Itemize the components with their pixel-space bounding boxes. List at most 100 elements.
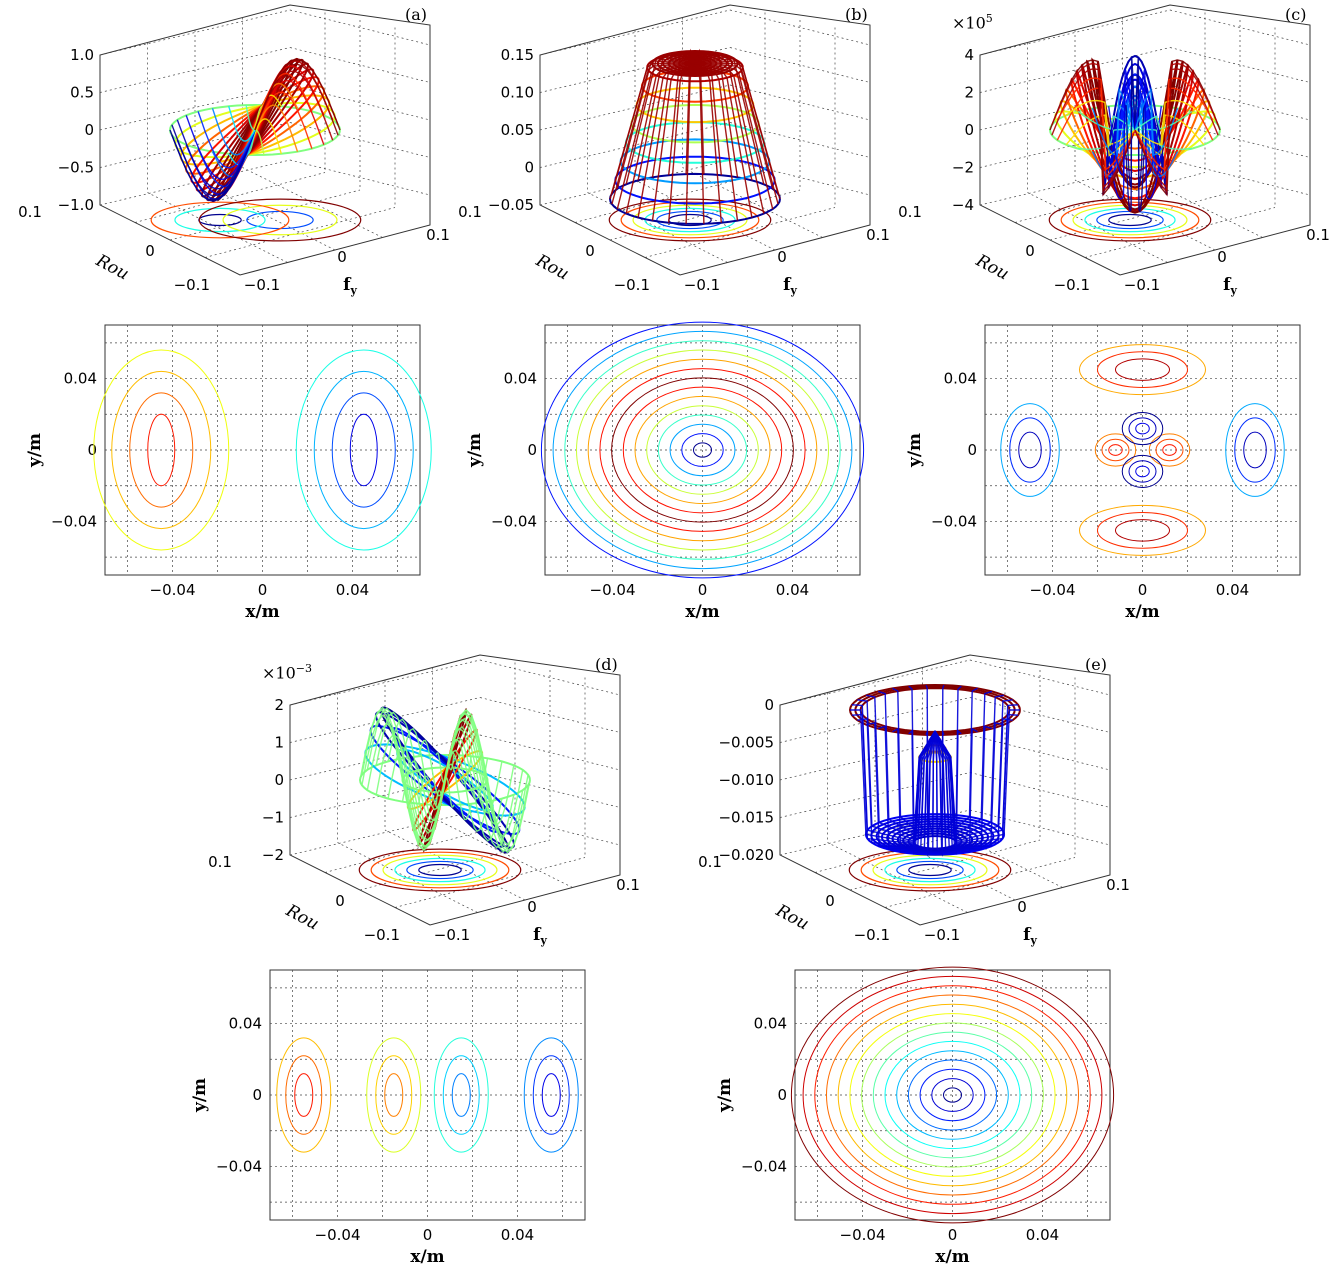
surface-spoke	[361, 706, 446, 849]
y-tick-label: 0.04	[64, 370, 97, 388]
grid	[545, 325, 860, 575]
y-tick-label: 0	[527, 441, 537, 459]
surface-spoke	[254, 129, 265, 156]
grid-line	[729, 84, 871, 121]
contour-line	[1243, 431, 1267, 469]
fy-tick-label: −0.1	[1124, 276, 1160, 294]
x-tick-label: 0	[1138, 581, 1148, 599]
surface-spoke	[444, 709, 529, 846]
surface-mesh	[848, 683, 1021, 857]
floor-contour	[418, 863, 462, 877]
z-tick-label: −0.5	[58, 159, 94, 177]
z-tick-label: −1.0	[58, 196, 94, 214]
surface-spoke	[611, 62, 696, 205]
rou-tick-label: −0.1	[614, 276, 650, 294]
surface-spoke	[366, 707, 446, 843]
contour-line	[837, 1003, 1068, 1187]
contour-line	[276, 1037, 332, 1153]
surface-spoke	[685, 63, 696, 224]
contour-line	[532, 1055, 570, 1135]
contour-line	[1079, 344, 1206, 396]
contour-line	[861, 1022, 1044, 1168]
grid-line	[539, 9, 731, 56]
surface-spoke	[694, 62, 779, 205]
surface-spoke	[1051, 62, 1136, 189]
contour-line	[1101, 438, 1130, 462]
panel-label: (d)	[595, 655, 618, 674]
floor-contour	[884, 857, 976, 883]
surface-spoke	[387, 718, 446, 824]
surface-plot-a: 1.0 0.5 0 −0.5 −1.0 0.1 0 −0.1 −0.1 0 0.1 Rou fy (a)	[0, 0, 450, 300]
contour-plot-e: −0.04 0 0.04 0.04 0 −0.04 x/m y/m	[690, 955, 1130, 1275]
rou-tick-label: 0.1	[208, 853, 232, 871]
surface-spoke	[254, 58, 339, 131]
x-tick-label: 0	[698, 581, 708, 599]
surface-mesh	[358, 706, 531, 854]
surface-spoke	[685, 48, 696, 175]
fy-axis-label: fy	[1223, 275, 1237, 297]
surface-spoke	[444, 777, 455, 808]
contour-line	[295, 349, 432, 551]
surface-spoke	[616, 62, 696, 210]
floor-contour	[370, 851, 510, 889]
grid-line	[147, 192, 288, 263]
surface-spoke	[444, 736, 503, 842]
z-tick-label: −1	[262, 809, 284, 827]
grid-line	[682, 167, 823, 238]
panel-label: (b)	[845, 5, 868, 24]
surface-mesh	[608, 48, 781, 225]
axes-box	[539, 4, 871, 276]
surface-spoke	[1134, 110, 1193, 131]
x-tick-label: 0.04	[776, 581, 809, 599]
surface-spoke	[1134, 62, 1219, 189]
x-tick-label: 0.04	[501, 1226, 534, 1244]
surface-spoke	[668, 62, 696, 223]
z-tick-label: 0	[764, 696, 774, 714]
grid-line	[729, 9, 871, 46]
contour-line	[1121, 454, 1164, 489]
surface-svg: 4 2 0 −2 −4 0.1 0 −0.1 −0.1 0 0.1 Rou fy	[898, 4, 1330, 297]
surface-spoke	[694, 51, 739, 178]
z-tick-label: −0.010	[718, 771, 774, 789]
surface-spoke	[908, 685, 936, 839]
surface-svg: 2 1 0 −1 −2 0.1 0 −0.1 −0.1 0 0.1 Rou fy	[208, 654, 640, 947]
contour-lines	[540, 321, 865, 579]
z-tick-label: 0.10	[501, 84, 534, 102]
floor-contour	[246, 210, 314, 230]
contour-line	[1094, 433, 1137, 467]
contour-line	[1121, 412, 1164, 446]
z-tick-label: 4	[964, 46, 974, 64]
contour-line	[1018, 431, 1042, 469]
grid-line	[337, 842, 478, 913]
grid-line	[99, 9, 291, 56]
floor-contour	[620, 201, 760, 239]
surface-spoke	[1056, 77, 1136, 171]
x-tick-label: −0.04	[840, 1226, 886, 1244]
rou-tick-label: 0	[1025, 242, 1035, 260]
rou-axis-label: Rou	[92, 250, 132, 284]
rou-tick-label: 0	[335, 892, 345, 910]
z-tick-label: 0	[274, 771, 284, 789]
surface-spoke	[1134, 67, 1219, 193]
floor-contour	[1108, 213, 1152, 227]
contour-line	[433, 1037, 489, 1153]
grid-line	[1169, 122, 1311, 158]
fy-tick-label: 0	[1017, 898, 1027, 916]
fy-tick-label: −0.1	[924, 926, 960, 944]
y-tick-label: 0.04	[229, 1015, 262, 1033]
fy-axis-label: fy	[343, 275, 357, 297]
contour-line	[1135, 465, 1150, 478]
surface-spoke	[1125, 57, 1136, 188]
contour-line	[523, 1037, 579, 1153]
surface-spoke	[694, 48, 705, 175]
contour-line	[294, 1073, 314, 1117]
surface-ring	[619, 138, 771, 185]
grid-line	[169, 189, 361, 241]
grid	[985, 325, 1300, 575]
contour-svg: −0.04 0 0.04 0.04 0 −0.04 x/m y/m	[190, 969, 586, 1267]
contour-line	[1009, 417, 1051, 483]
y-tick-label: 0	[252, 1086, 262, 1104]
contour-line	[634, 395, 771, 505]
grid-line	[827, 842, 968, 913]
surface-ring	[854, 685, 1016, 735]
